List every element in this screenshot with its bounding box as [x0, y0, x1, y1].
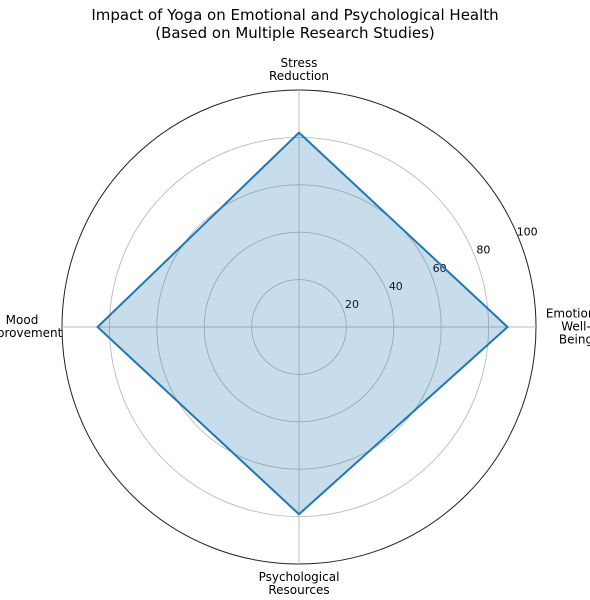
category-label: Emotional Well-Being: [545, 306, 590, 347]
r-tick-label: 100: [517, 225, 538, 238]
chart-title: Impact of Yoga on Emotional and Psycholo…: [91, 6, 499, 42]
r-tick-label: 40: [389, 280, 403, 293]
radar-area: [96, 131, 510, 516]
r-tick-label: 20: [345, 298, 359, 311]
r-tick-label: 80: [476, 244, 490, 257]
category-label: Stress Reduction: [269, 56, 329, 83]
category-label: Mood Improvement: [0, 313, 63, 340]
category-label: Psychological Resources: [258, 570, 340, 597]
r-tick-label: 60: [433, 262, 447, 275]
